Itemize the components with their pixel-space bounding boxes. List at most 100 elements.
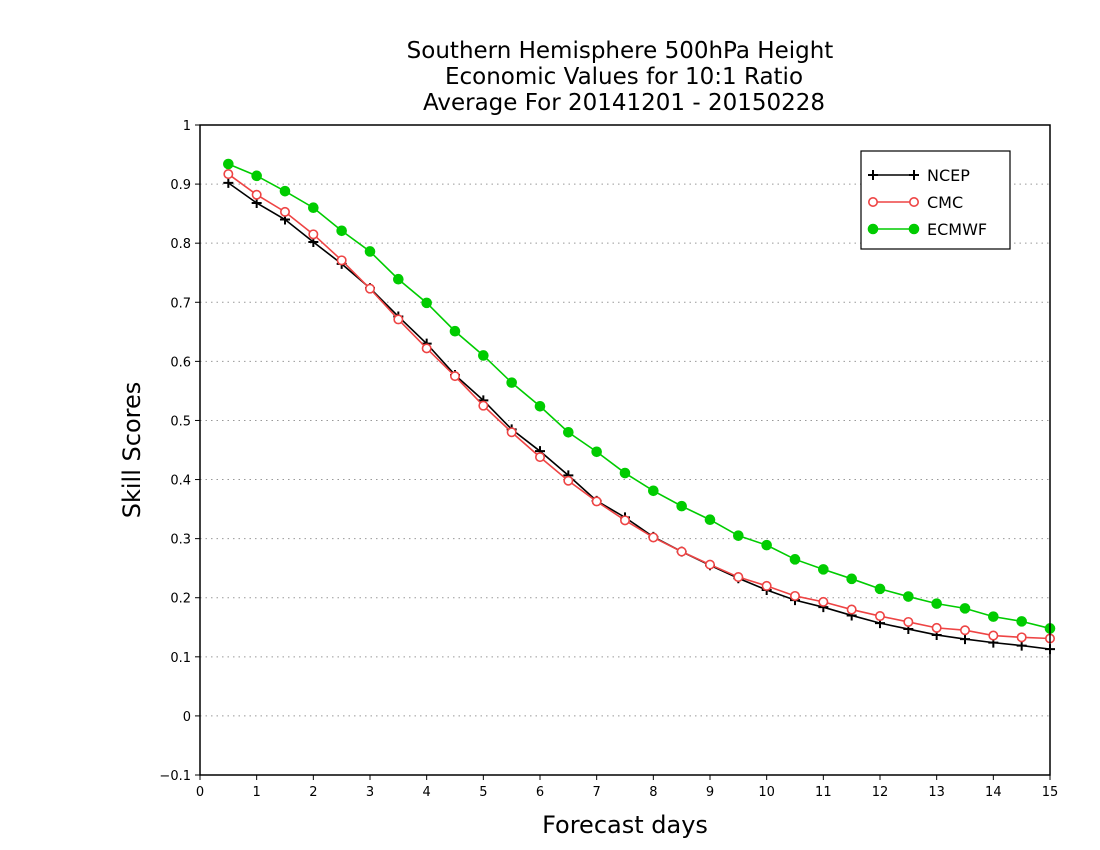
cmc-point [676,546,687,557]
x-tick-label: 12 [872,785,889,800]
ecmwf-point [931,598,942,609]
y-tick-label: 0.6 [170,355,191,370]
cmc-point [534,452,545,463]
ecmwf-point [534,400,546,412]
ncep-line [227,182,1051,650]
x-tick-label: 2 [309,785,317,800]
x-tick-label: 5 [479,785,487,800]
legend-item-ecmwf: ECMWF [867,220,987,239]
ecmwf-point [676,500,687,512]
ecmwf-point [874,583,886,595]
cmc-point [591,496,602,507]
ecmwf-point [223,158,234,170]
cmc-point [279,206,290,217]
ecmwf-point [506,377,517,388]
ecmwf-point [563,426,574,438]
legend-box [860,150,1011,250]
x-tick-label: 6 [536,785,544,800]
ecmwf-point [619,467,631,479]
y-tick-label: 0.3 [170,533,191,548]
gridlines [200,183,1050,717]
legend-item-ncep: NCEP [868,166,970,185]
cmc-point [1016,632,1027,643]
ecmwf-point [364,246,376,257]
ecmwf-point [988,611,999,622]
ecmwf-point [308,202,319,214]
title-line-2: Economic Values for 10:1 Ratio [445,64,803,90]
ecmwf-point [733,530,744,541]
y-tick-label: 0.9 [170,178,191,193]
x-tick-label: 10 [758,785,775,800]
x-tick-label: 13 [928,785,945,800]
y-tick-label: 0.7 [170,296,191,311]
cmc-point [449,371,460,382]
legend-label: CMC [927,193,963,212]
x-tick-label: 14 [985,785,1002,800]
cmc-point [223,169,234,180]
ecmwf-point [818,564,829,575]
x-tick-label: 4 [423,785,431,800]
title-line-1: Southern Hemisphere 500hPa Height [407,38,834,64]
ecmwf-point [1016,616,1027,627]
cmc-point [563,475,574,486]
cmc-point [846,604,857,615]
y-axis-ticks: −0.1 0 0.1 0.2 0.3 0.4 0.5 0.6 0.7 0.8 0.9 1 [159,119,200,784]
y-tick-label: −0.1 [159,769,191,784]
y-axis-label: Skill Scores [118,382,146,519]
cmc-point [988,630,999,641]
y-tick-label: 0 [183,710,191,725]
x-axis-label: Forecast days [542,811,708,839]
ecmwf-point [279,185,291,197]
cmc-point [251,189,262,200]
cmc-point [818,596,829,607]
cmc-point [931,622,942,633]
ecmwf-point [336,225,347,237]
ecmwf-point [421,297,432,309]
cmc-point [336,255,347,266]
cmc-point [733,572,744,583]
legend-label: ECMWF [927,220,987,239]
cmc-point [393,314,404,325]
legend-marker [867,223,879,235]
legend-item-cmc: CMC [867,193,963,212]
series-cmc [223,169,1056,644]
cmc-point [874,611,885,622]
x-tick-label: 8 [649,785,657,800]
ecmwf-point [761,539,772,551]
x-tick-label: 15 [1042,785,1059,800]
cmc-point [478,400,489,411]
x-tick-label: 9 [706,785,714,800]
ncep-point [223,177,234,188]
cmc-point [506,427,517,438]
cmc-point [903,616,914,627]
cmc-point [308,229,319,240]
cmc-point [364,283,375,294]
ecmwf-point [789,554,801,565]
cmc-point [421,343,432,354]
x-tick-label: 0 [196,785,204,800]
legend-marker [908,197,919,208]
x-tick-label: 11 [815,785,832,800]
chart-title: Southern Hemisphere 500hPa Height Econom… [407,38,834,116]
cmc-point [789,590,800,601]
ecmwf-point [704,514,716,526]
cmc-point [704,559,715,570]
y-tick-label: 0.5 [170,414,191,429]
x-axis-ticks: 0 1 2 3 4 5 6 7 8 9 10 11 12 13 14 15 [196,775,1058,800]
legend-marker [908,223,920,235]
x-tick-label: 7 [593,785,601,800]
x-tick-label: 1 [253,785,261,800]
ecmwf-point [478,350,489,361]
cmc-point [619,515,630,526]
legend: NCEP CMC ECMWF [860,150,1011,250]
ncep-point [960,634,970,645]
title-line-3: Average For 20141201 - 20150228 [423,90,825,116]
ecmwf-point [648,485,659,497]
ecmwf-point [959,603,971,614]
legend-label: NCEP [927,166,970,185]
legend-marker [868,170,878,180]
ecmwf-point [251,170,262,182]
x-tick-label: 3 [366,785,374,800]
y-tick-label: 0.8 [170,237,191,252]
ecmwf-point [393,273,404,285]
